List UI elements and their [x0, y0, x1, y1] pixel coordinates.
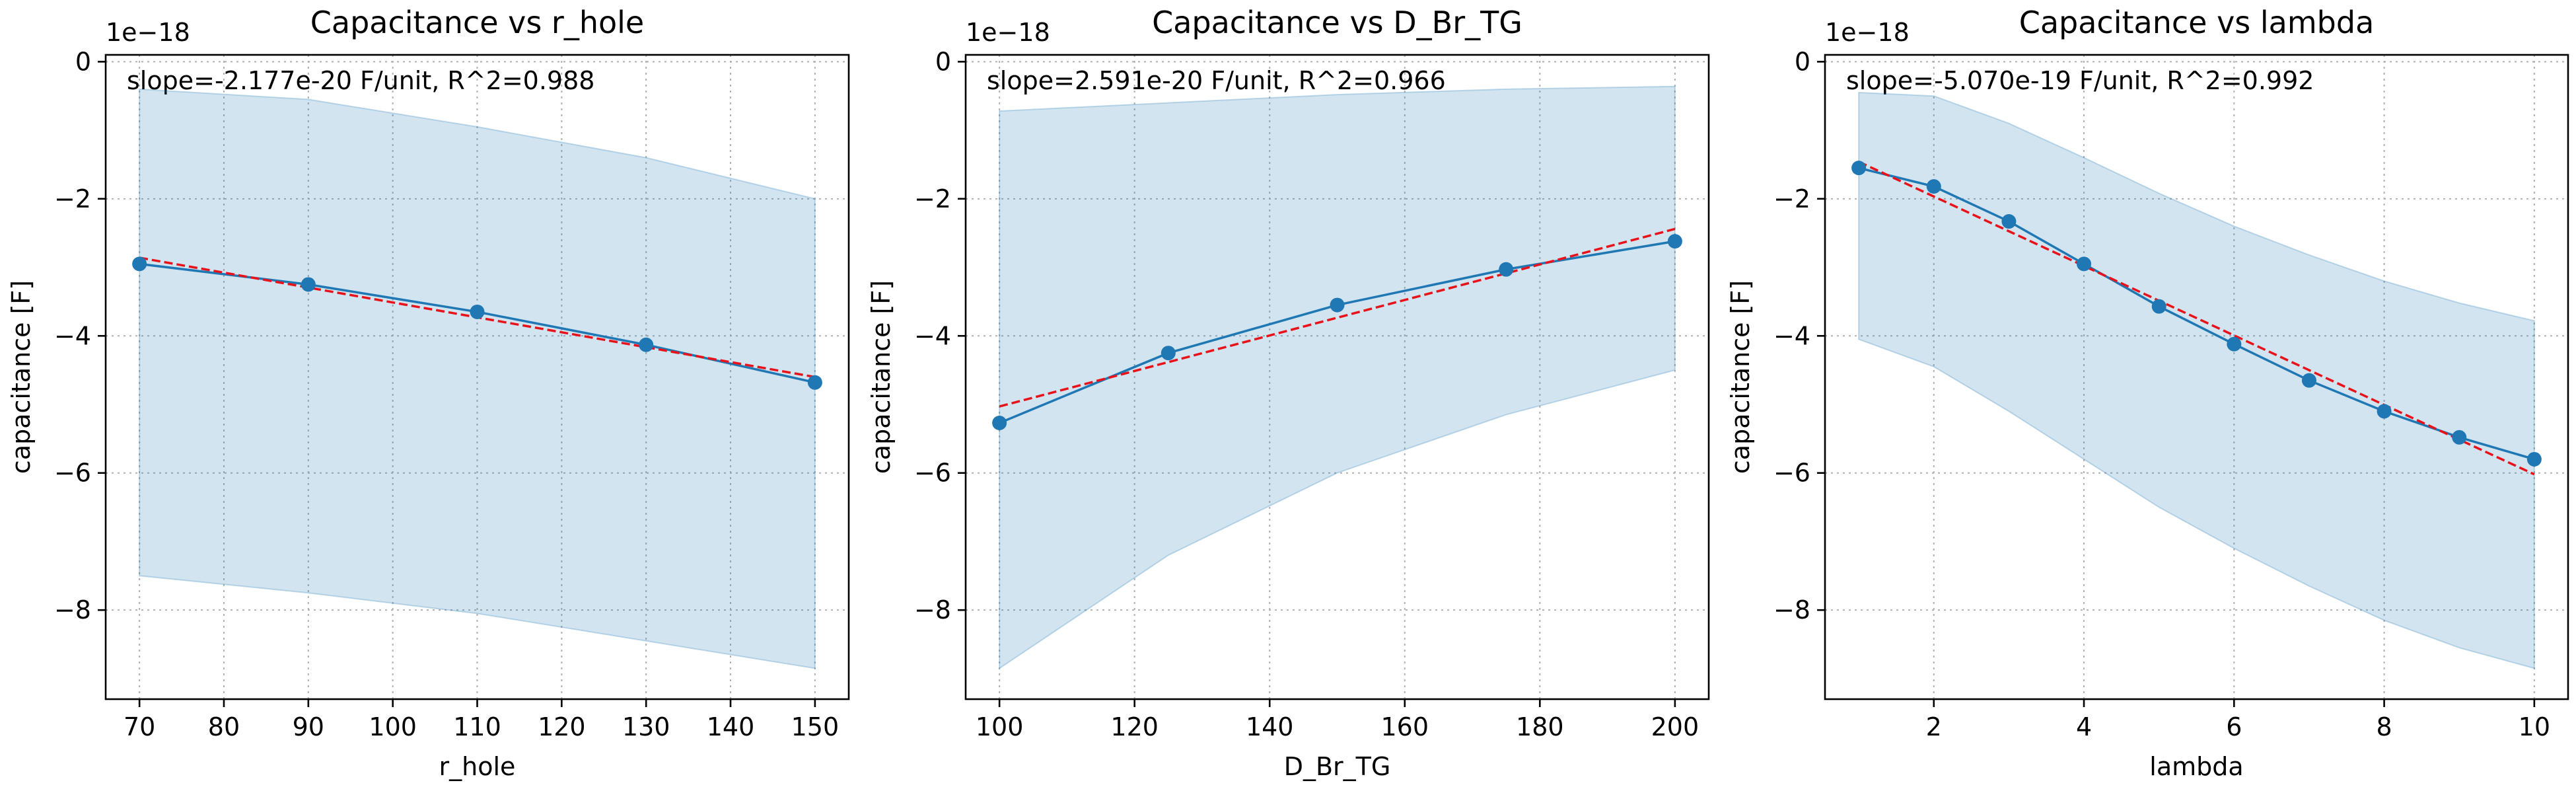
y-axis-label: capacitance [F] [867, 280, 896, 474]
y-tick-label: −8 [54, 595, 91, 624]
x-tick-label: 120 [538, 712, 586, 741]
chart-title: Capacitance vs r_hole [310, 5, 644, 40]
x-tick-label: 8 [2376, 712, 2392, 741]
chart-capacitance-vs-lambda: Capacitance vs lambda 1e−18 lambda capac… [1726, 5, 2569, 781]
x-tick-label: 4 [2076, 712, 2092, 741]
data-point [1851, 161, 1867, 176]
data-point [2151, 299, 2166, 314]
grid [1825, 55, 2568, 699]
data-point [2001, 214, 2017, 229]
x-tick-label: 2 [1926, 712, 1942, 741]
fit-annotation: slope=2.591e-20 F/unit, R^2=0.966 [987, 66, 1446, 95]
data-point [132, 256, 147, 272]
confidence-band [139, 88, 816, 669]
y-tick-label: −4 [914, 321, 951, 350]
data-point [2377, 404, 2392, 419]
x-tick-label: 160 [1381, 712, 1429, 741]
axes-frame [964, 54, 1710, 700]
x-tick-label: 150 [791, 712, 840, 741]
y-offset-label: 1e−18 [106, 18, 190, 47]
x-axis-label: r_hole [439, 752, 516, 781]
y-tick-label: 0 [75, 47, 91, 76]
y-tick-label: −6 [54, 459, 91, 488]
x-tick-label: 200 [1651, 712, 1699, 741]
data-point [639, 337, 654, 352]
y-offset-label: 1e−18 [966, 18, 1050, 47]
fit-annotation: slope=-2.177e-20 F/unit, R^2=0.988 [127, 66, 594, 95]
x-tick-label: 110 [453, 712, 501, 741]
data-point [1926, 179, 1941, 194]
chart-title: Capacitance vs D_Br_TG [1152, 5, 1522, 40]
y-axis-label: capacitance [F] [1726, 280, 1755, 474]
y-tick-label: −8 [914, 595, 951, 624]
chart-capacitance-vs-r-hole: Capacitance vs r_hole 1e−18 r_hole capac… [7, 5, 850, 781]
x-tick-label: 120 [1110, 712, 1159, 741]
data-point [1330, 297, 1345, 313]
x-tick-label: 90 [293, 712, 324, 741]
x-tick-label: 130 [622, 712, 670, 741]
y-tick-label: 0 [935, 47, 951, 76]
y-tick-label: 0 [1795, 47, 1810, 76]
data-point [470, 304, 485, 319]
chart-capacitance-vs-d-br-tg: Capacitance vs D_Br_TG 1e−18 D_Br_TG cap… [867, 5, 1710, 781]
x-tick-label: 10 [2519, 712, 2550, 741]
y-offset-label: 1e−18 [1825, 18, 1910, 47]
x-tick-label: 140 [707, 712, 755, 741]
y-tick-label: −4 [1773, 321, 1810, 350]
y-tick-label: −6 [1773, 459, 1810, 488]
x-tick-label: 180 [1516, 712, 1564, 741]
x-tick-label: 80 [208, 712, 240, 741]
x-axis-label: D_Br_TG [1284, 752, 1391, 781]
y-tick-label: −4 [54, 321, 91, 350]
linear-fit-line [1858, 161, 2535, 476]
series-line [1858, 167, 2535, 461]
grid [966, 55, 1709, 699]
y-tick-label: −6 [914, 459, 951, 488]
data-point [2301, 373, 2316, 388]
data-point [807, 375, 822, 390]
fit-annotation: slope=-5.070e-19 F/unit, R^2=0.992 [1846, 66, 2314, 95]
confidence-band [1858, 92, 2535, 669]
data-point [2227, 336, 2242, 352]
confidence-band [999, 85, 1676, 670]
x-tick-label: 140 [1246, 712, 1294, 741]
axes-frame [1824, 54, 2569, 700]
data-point [2077, 256, 2092, 272]
data-point [992, 415, 1007, 430]
x-tick-label: 6 [2226, 712, 2242, 741]
y-axis-label: capacitance [F] [7, 280, 36, 474]
data-point [2452, 430, 2467, 445]
x-tick-label: 70 [124, 712, 155, 741]
y-tick-label: −2 [54, 184, 91, 213]
y-tick-label: −2 [914, 184, 951, 213]
x-tick-label: 100 [369, 712, 417, 741]
data-point [2526, 451, 2542, 467]
data-point [301, 277, 316, 292]
x-axis-label: lambda [2149, 752, 2243, 781]
data-point [1667, 234, 1682, 249]
chart-title: Capacitance vs lambda [2019, 5, 2375, 40]
x-tick-label: 100 [976, 712, 1024, 741]
y-tick-label: −8 [1773, 595, 1810, 624]
data-point [1499, 262, 1514, 277]
data-point [1161, 346, 1176, 361]
y-tick-label: −2 [1773, 184, 1810, 213]
linear-fit-line [999, 227, 1676, 408]
